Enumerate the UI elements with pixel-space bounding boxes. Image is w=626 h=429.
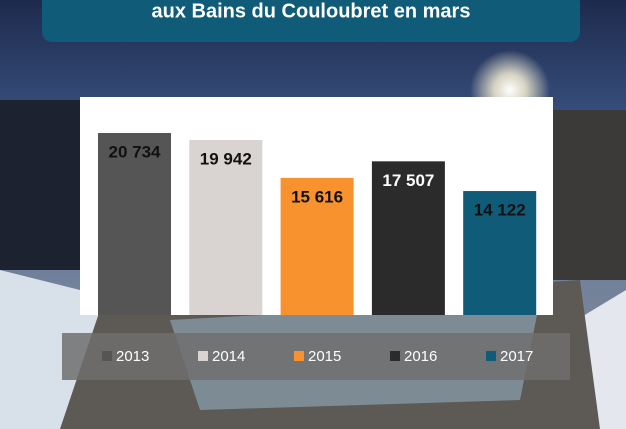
chart-title: aux Bains du Couloubret en mars [152, 0, 471, 22]
legend-swatch [294, 351, 304, 361]
title-box [42, 0, 580, 42]
bar [189, 139, 263, 315]
legend-label: 2017 [500, 348, 533, 365]
legend-swatch [198, 351, 208, 361]
building [550, 110, 626, 280]
legend-swatch [390, 351, 400, 361]
legend-label: 2014 [212, 348, 245, 365]
bar [463, 191, 537, 315]
value-label: 19 942 [200, 149, 252, 168]
legend-swatch [486, 351, 496, 361]
legend-label: 2015 [308, 348, 341, 365]
legend-swatch [102, 351, 112, 361]
value-label: 20 734 [109, 142, 162, 161]
bar [280, 177, 354, 315]
bar [98, 133, 171, 315]
bar [371, 161, 445, 315]
value-label: 15 616 [291, 187, 343, 206]
legend-label: 2016 [404, 348, 437, 365]
value-label: 14 122 [474, 201, 526, 220]
value-label: 17 507 [382, 171, 434, 190]
legend-box [62, 333, 570, 380]
trees [0, 100, 80, 270]
legend-label: 2013 [116, 348, 149, 365]
